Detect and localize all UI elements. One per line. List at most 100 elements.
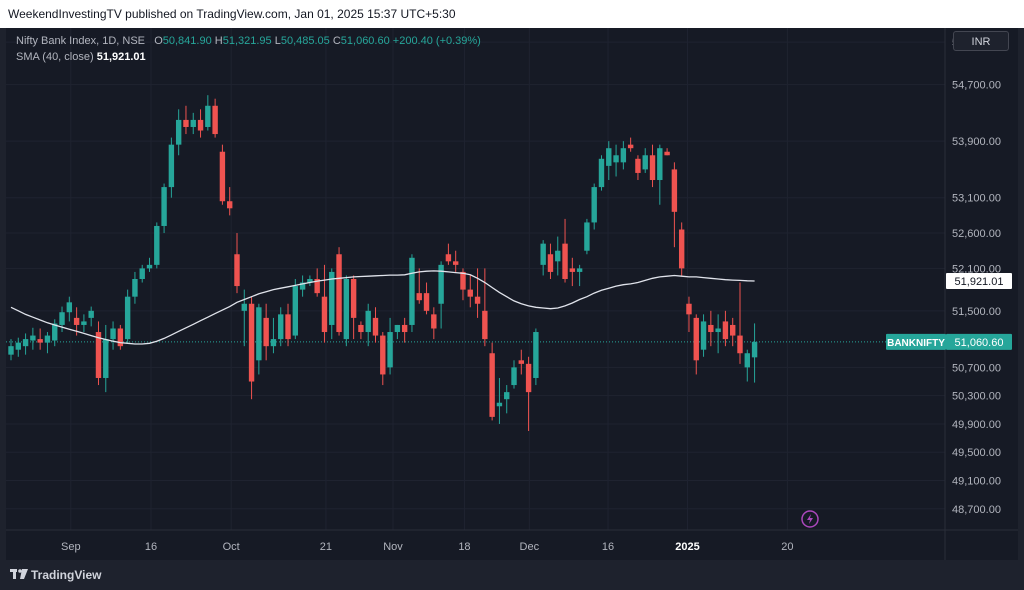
last-price-tag [946, 333, 1012, 350]
events-lightning-glyph [807, 514, 813, 524]
x-tick-label: 2025 [675, 541, 699, 553]
candle-body [299, 282, 306, 290]
candle-body [591, 187, 597, 223]
candle-body [307, 279, 313, 283]
candle-body [584, 222, 590, 251]
candle-body [598, 158, 605, 188]
legend-sma-label: SMA (40, close) [16, 51, 94, 63]
publish-header-text: WeekendInvestingTV published on TradingV… [8, 7, 456, 21]
candle-body [496, 402, 503, 407]
candle-body [205, 105, 211, 127]
candle-body [183, 119, 189, 127]
candle-body [197, 119, 204, 131]
candle-body [234, 254, 240, 287]
candle-body [88, 310, 94, 318]
legend-open-label: O [154, 35, 163, 47]
candle-body [671, 169, 678, 212]
candle-body [278, 314, 284, 340]
candle-body [518, 360, 524, 364]
legend-sma-value: 51,921.01 [96, 51, 146, 63]
x-tick-label: Oct [223, 541, 240, 553]
candle-body [409, 257, 415, 325]
chart-panel [6, 28, 1018, 560]
candle-body [37, 339, 43, 343]
candle-body [372, 317, 379, 336]
candle-body [336, 254, 342, 333]
candle-body [613, 155, 619, 163]
y-tick-label: 50,300.00 [952, 391, 1001, 403]
candle-body [401, 324, 408, 333]
candle-body [241, 303, 247, 311]
candle-body [657, 148, 663, 181]
y-tick-label: 49,900.00 [952, 419, 1001, 431]
candle-body [722, 321, 729, 340]
legend-symbol: Nifty Bank Index, 1D, NSE [16, 35, 145, 47]
candle-body [511, 367, 517, 386]
candle-body [110, 328, 116, 340]
candle-body [562, 243, 568, 279]
currency-button[interactable]: INR [953, 31, 1009, 51]
candle-body [642, 155, 648, 170]
events-lightning-icon [801, 510, 819, 528]
candle-body [387, 332, 393, 368]
candle-body [227, 201, 233, 209]
symbol-tag [886, 333, 946, 350]
candle-body [52, 323, 58, 341]
candle-body [132, 279, 138, 297]
symbol-tag-text: BANKNIFTY [887, 338, 945, 349]
candle-body [124, 296, 131, 340]
candle-body [737, 335, 743, 354]
candle-body [321, 296, 328, 333]
candle-body [438, 264, 444, 304]
candle-body [161, 187, 167, 226]
candle-body [394, 324, 401, 333]
candle-body [358, 324, 364, 333]
candle-body [263, 317, 269, 347]
x-tick-label: Dec [520, 541, 540, 553]
candle-body [525, 363, 532, 393]
last-price-tag-text: 51,060.60 [955, 337, 1004, 349]
publish-header: WeekendInvestingTV published on TradingV… [0, 0, 1024, 28]
candle-body [686, 303, 692, 315]
candle-body [627, 144, 634, 149]
candle-body [8, 346, 14, 355]
candle-body [139, 268, 145, 279]
candle-body [664, 151, 670, 156]
footer-brand: TradingView [31, 568, 102, 582]
candle-body [569, 268, 576, 272]
candle-body [219, 151, 226, 202]
y-tick-label: 52,600.00 [952, 228, 1001, 240]
candle-body [467, 289, 473, 297]
candle-body [504, 392, 510, 400]
y-tick-label: 53,100.00 [952, 193, 1001, 205]
candle-body [95, 332, 102, 378]
legend-low-label: L [274, 35, 281, 47]
candle-body [59, 312, 65, 325]
x-tick-label: 18 [458, 541, 470, 553]
legend-ohlc-row: Nifty Bank Index, 1D, NSE O50,841.90 H51… [16, 33, 481, 49]
y-tick-label: 49,100.00 [952, 476, 1001, 488]
y-tick-label: 54,700.00 [952, 80, 1001, 92]
legend-change: +200.40 (+0.39%) [392, 35, 481, 47]
x-tick-label: 21 [320, 541, 332, 553]
candle-body [576, 268, 583, 272]
candle-body [606, 148, 612, 166]
y-tick-label: 49,500.00 [952, 447, 1001, 459]
candle-body [708, 324, 714, 333]
candle-body [452, 261, 459, 265]
candle-body [431, 314, 437, 329]
chart-legend: Nifty Bank Index, 1D, NSE O50,841.90 H51… [16, 33, 481, 65]
y-tick-label: 50,700.00 [952, 362, 1001, 374]
candle-body [474, 296, 481, 304]
candle-body [175, 119, 182, 145]
sma-line [10, 270, 755, 345]
candle-body [66, 302, 73, 313]
legend-open-value: 50,841.90 [162, 35, 212, 47]
legend-high-value: 51,321.95 [222, 35, 272, 47]
candle-body [715, 328, 721, 333]
candle-body [168, 144, 175, 188]
x-tick-label: Sep [61, 541, 81, 553]
y-tick-label: 48,700.00 [952, 504, 1001, 516]
legend-close-value: 51,060.60 [340, 35, 390, 47]
